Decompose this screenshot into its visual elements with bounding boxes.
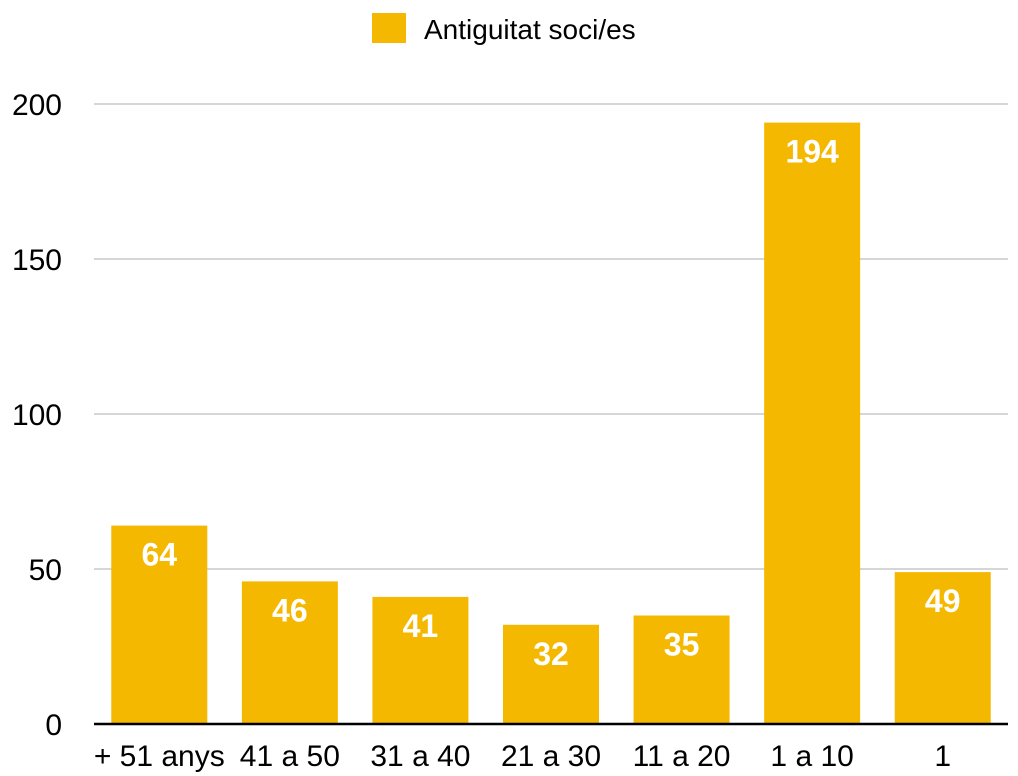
- x-tick-label-3: 21 a 30: [501, 740, 601, 773]
- bar-data-label-6: 49: [925, 583, 961, 619]
- y-tick-label-200: 200: [12, 89, 62, 122]
- y-tick-label-100: 100: [12, 399, 62, 432]
- bar-2: [372, 596, 469, 724]
- bar-data-label-3: 32: [533, 636, 569, 672]
- bar-6: [894, 572, 991, 724]
- legend-label-antiguitat: Antiguitat soci/es: [424, 14, 636, 45]
- bar-5: [764, 122, 861, 725]
- gridlines: [94, 103, 1008, 570]
- y-tick-label-150: 150: [12, 244, 62, 277]
- bar-data-label-1: 46: [272, 592, 308, 628]
- bar-data-label-2: 41: [403, 608, 439, 644]
- y-axis-tick-labels: 0 50 100 150 200: [12, 89, 62, 742]
- x-tick-label-4: 11 a 20: [633, 740, 731, 773]
- bars: [111, 122, 991, 725]
- x-tick-label-5: 1 a 10: [770, 740, 853, 773]
- x-tick-label-2: 31 a 40: [370, 740, 470, 773]
- bar-4: [633, 615, 730, 724]
- bar-data-labels: 64 46 41 32 35 194 49: [141, 134, 960, 672]
- bar-data-label-4: 35: [664, 627, 700, 663]
- y-tick-label-50: 50: [29, 554, 62, 587]
- x-axis-category-labels: + 51 anys 41 a 50 31 a 40 21 a 30 11 a 20 1 a…: [94, 740, 951, 773]
- bar-data-label-5: 194: [785, 134, 839, 170]
- y-tick-label-0: 0: [45, 709, 62, 742]
- bar-0: [111, 525, 208, 724]
- bar-1: [241, 581, 338, 724]
- bar-data-label-0: 64: [141, 537, 177, 573]
- x-tick-label-0: + 51 anys: [94, 740, 225, 773]
- bar-3: [503, 624, 599, 724]
- x-tick-label-1: 41 a 50: [240, 740, 340, 773]
- legend: Antiguitat soci/es: [372, 13, 636, 45]
- legend-swatch: [372, 13, 406, 43]
- x-tick-label-6: 1: [934, 740, 951, 773]
